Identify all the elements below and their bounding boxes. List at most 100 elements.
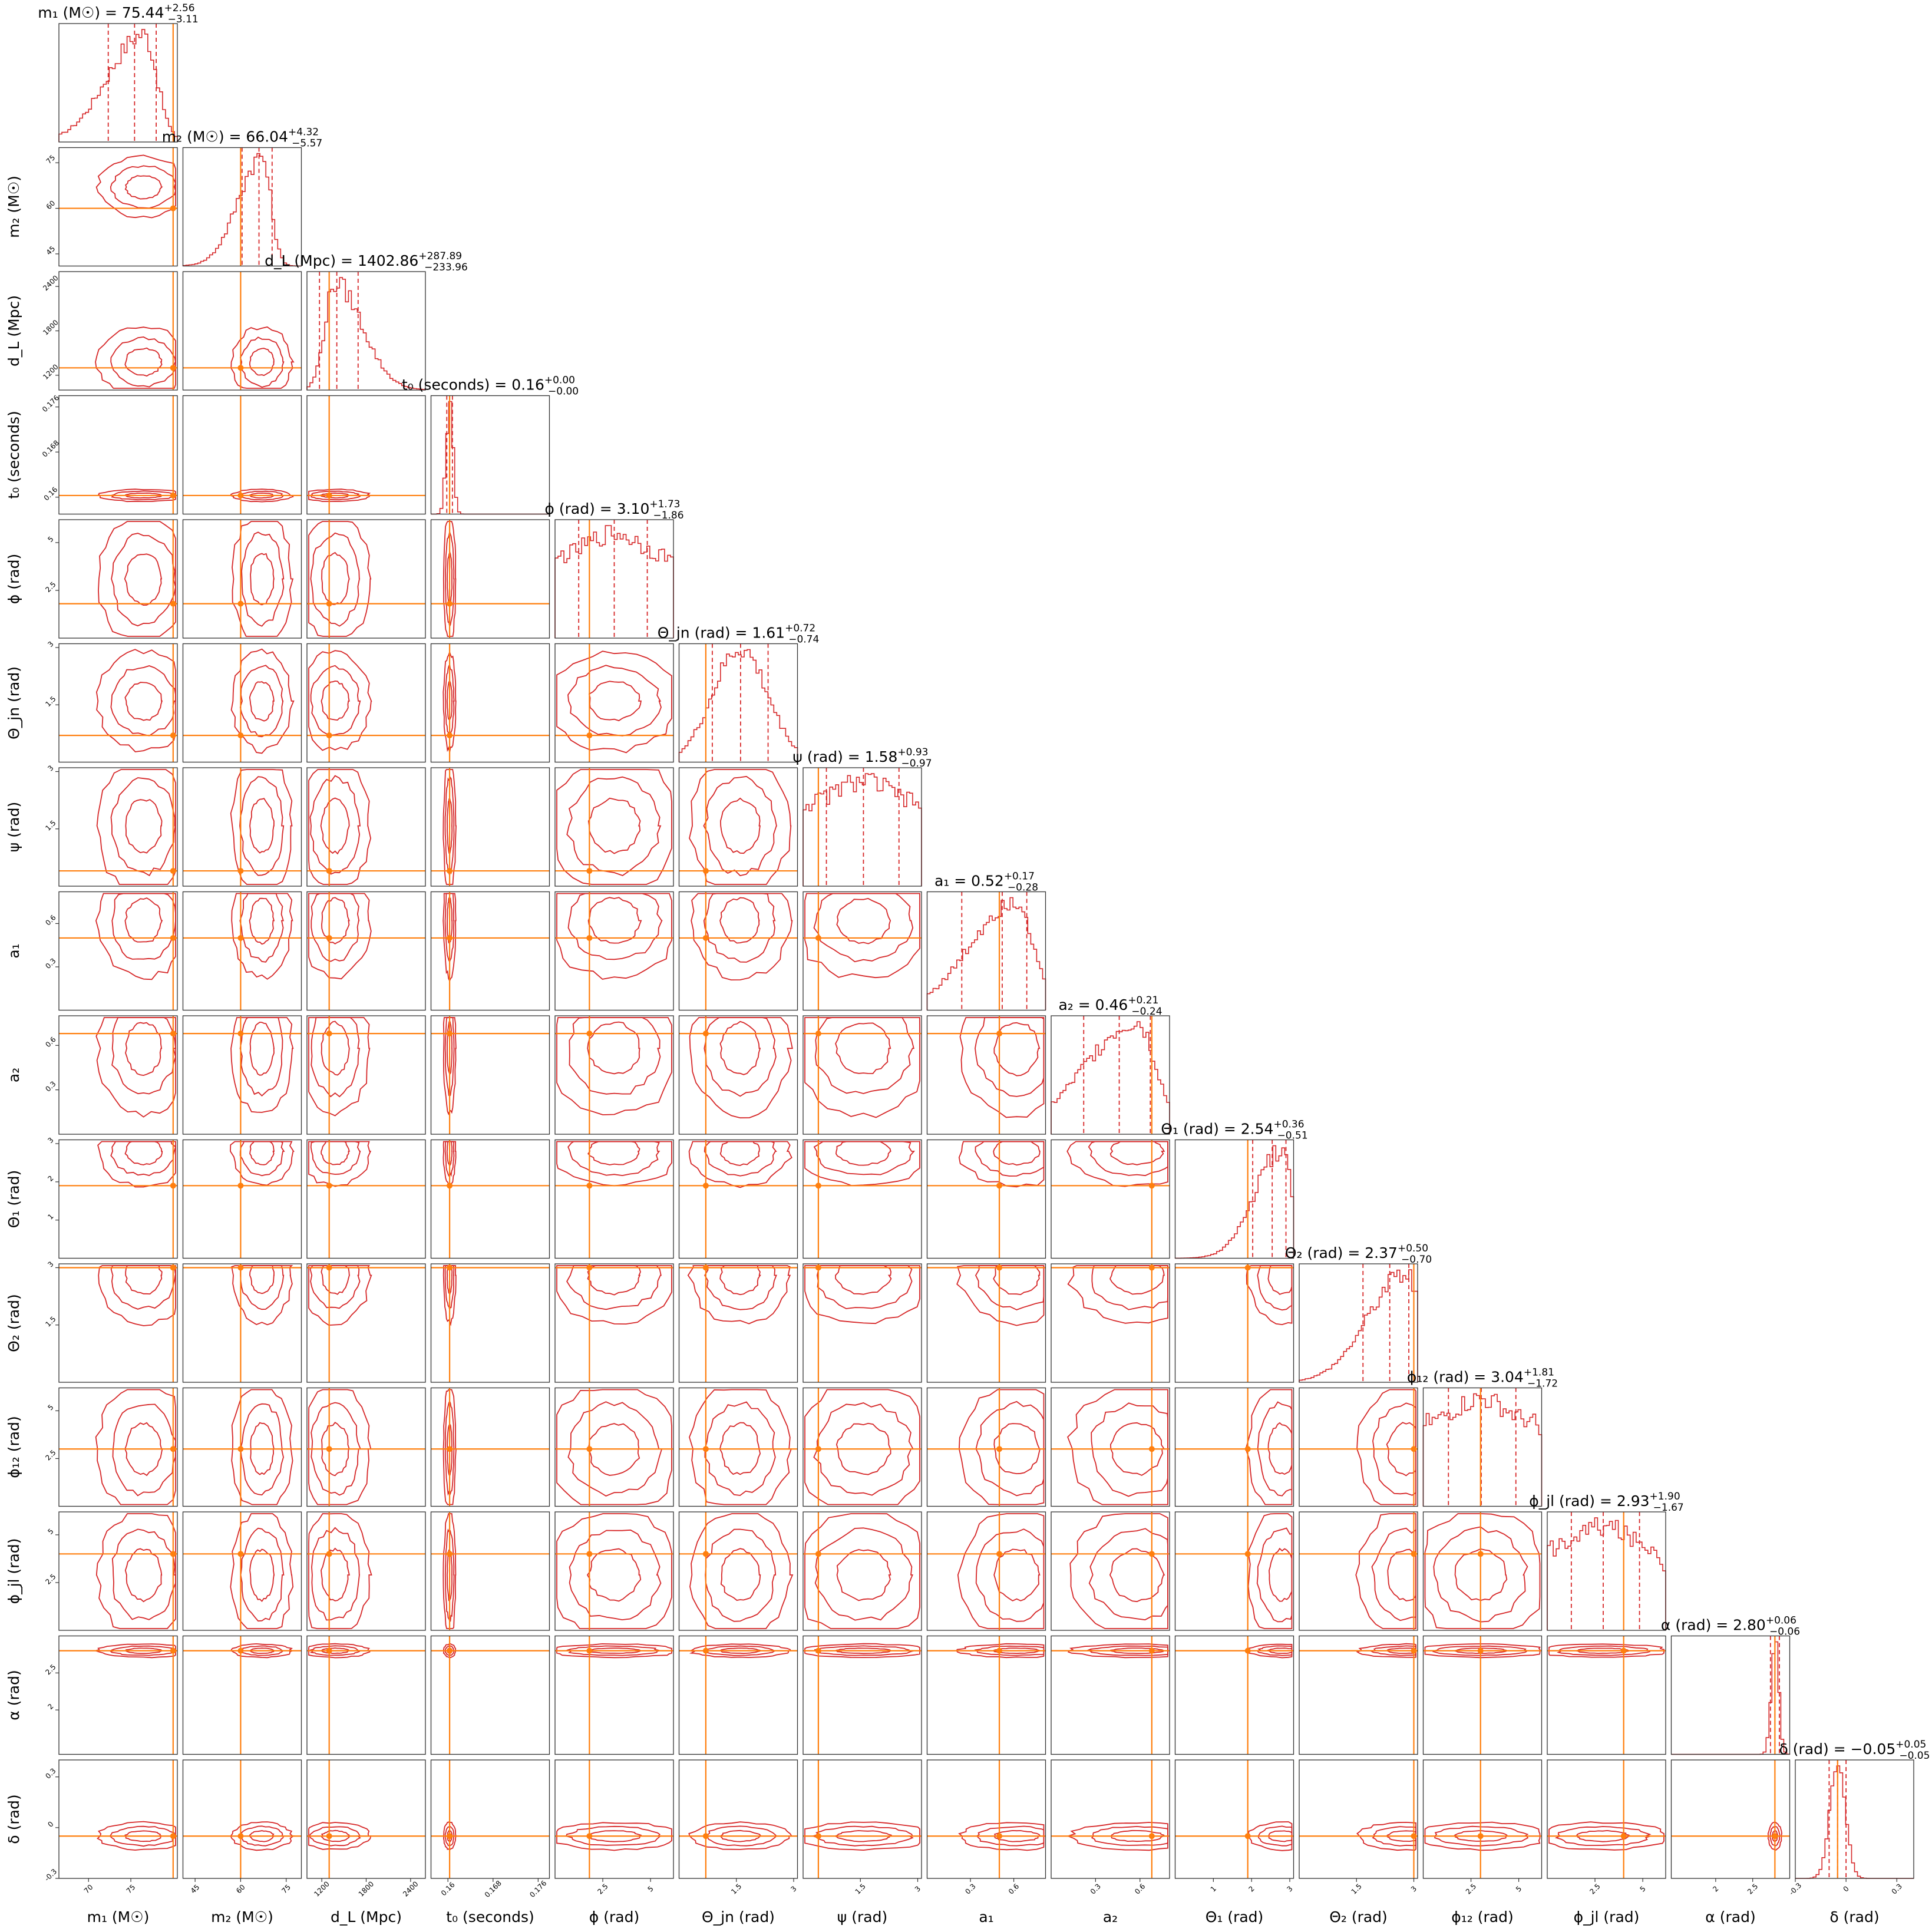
- title-median-psi: 1.58: [865, 748, 898, 765]
- contour-m1-theta2-1: [110, 1265, 177, 1310]
- title-lhs-phi12: ϕ₁₂ (rad) =: [1407, 1369, 1491, 1386]
- title-phi12: ϕ₁₂ (rad) = 3.04+1.81 −1.72: [1407, 1367, 1558, 1390]
- panel-m1-alpha: 22.5: [44, 1635, 178, 1755]
- contour-a1-a2-1: [975, 1017, 1045, 1097]
- title-median-delta: −0.05: [1851, 1741, 1896, 1758]
- truth-point-theta1-phi_jl: [1244, 1551, 1251, 1557]
- panel-theta_jn-phi12: [678, 1387, 798, 1507]
- panel-t0-t0: t₀ (seconds) = 0.16+0.00 −0.00: [402, 375, 579, 515]
- title-plus-theta2: +0.50: [1398, 1243, 1428, 1254]
- xtick-label-theta2-1: 3: [1409, 1884, 1418, 1893]
- title-plus-alpha: +0.06: [1766, 1615, 1796, 1627]
- contour-m1-m2-0: [124, 175, 163, 200]
- contour-phi-a1-2: [556, 893, 672, 980]
- contour-psi-phi_jl-2: [804, 1513, 920, 1629]
- ylabel-theta1: Θ₁ (rad): [5, 1170, 22, 1228]
- contour-dL-theta_jn-2: [308, 650, 372, 751]
- panel-dL-psi: [306, 767, 426, 887]
- contour-theta1-theta2-2: [1246, 1265, 1293, 1326]
- contour-m1-theta2-2: [98, 1265, 176, 1326]
- panel-t0-psi: [430, 767, 550, 887]
- title-plus-theta_jn: +0.72: [785, 623, 815, 635]
- contour-m1-m2-2: [95, 154, 176, 219]
- contour-m1-a2-2: [95, 1017, 176, 1118]
- panel-phi-delta: 2.5 5: [554, 1759, 674, 1896]
- contour-t0-phi_jl-2: [442, 1513, 457, 1629]
- panel-frame-phi_jl-phi_jl: [1547, 1511, 1666, 1631]
- truth-point-t0-phi: [447, 600, 453, 607]
- panel-m1-psi: 1.53: [44, 764, 178, 887]
- panel-frame-phi-theta1: [554, 1139, 674, 1259]
- contour-a2-phi12-1: [1091, 1402, 1168, 1497]
- contour-psi-a1-1: [813, 893, 914, 963]
- panel-frame-m2-phi: [182, 519, 302, 639]
- panel-theta1-theta1: Θ₁ (rad) = 2.54+0.36 −0.51: [1161, 1119, 1308, 1259]
- contour-m2-dL-0: [249, 348, 275, 377]
- contour-dL-delta-2: [308, 1822, 372, 1850]
- truth-point-theta_jn-theta1: [702, 1183, 709, 1189]
- contour-phi12-phi_jl-1: [1433, 1526, 1528, 1623]
- ylabel-theta_jn: Θ_jn (rad): [5, 666, 22, 739]
- truth-point-m1-psi: [170, 868, 176, 874]
- histogram-phi_jl: [1547, 1517, 1666, 1630]
- ytick-label-phi_jl-1: 5: [46, 1527, 55, 1536]
- title-phi_jl: ϕ_jl (rad) = 2.93+1.90 −1.67: [1529, 1491, 1684, 1514]
- truth-point-m1-a2: [170, 1031, 176, 1037]
- contour-t0-theta_jn-2: [442, 650, 457, 752]
- contour-t0-phi-2: [442, 521, 457, 637]
- title-minus-a1: −0.28: [1008, 882, 1038, 894]
- truth-point-t0-psi: [447, 868, 453, 874]
- contour-a1-theta1-0: [993, 1141, 1041, 1166]
- contour-m2-a2-1: [239, 1017, 283, 1097]
- truth-point-theta2-alpha: [1411, 1647, 1417, 1654]
- panel-frame-psi-psi: [802, 767, 922, 887]
- histogram-m2: [182, 153, 302, 267]
- panel-frame-a1-a2: [926, 1015, 1046, 1135]
- panel-frame-m2-theta_jn: [182, 643, 302, 763]
- panel-dL-phi12: [306, 1387, 426, 1507]
- truth-point-m1-a1: [170, 934, 176, 941]
- contour-theta1-theta2-1: [1257, 1265, 1293, 1311]
- panel-frame-dL-a1: [306, 891, 426, 1011]
- truth-point-theta2-phi_jl: [1411, 1551, 1417, 1557]
- panel-m2-t0: [182, 395, 302, 515]
- panel-phi-a2: [554, 1015, 674, 1135]
- contour-phi-theta_jn-2: [556, 650, 672, 754]
- contour-t0-a2-2: [442, 1017, 457, 1115]
- panel-theta_jn-theta1: [678, 1139, 798, 1259]
- ylabel-phi12: ϕ₁₂ (rad): [5, 1416, 22, 1478]
- contour-theta1-phi_jl-1: [1256, 1527, 1293, 1623]
- panel-frame-a2-a2: [1051, 1015, 1170, 1135]
- title-minus-delta: −0.05: [1899, 1750, 1930, 1762]
- histogram-psi: [802, 773, 922, 886]
- contour-t0-delta-2: [442, 1821, 457, 1851]
- title-lhs-phi: ϕ (rad) =: [544, 500, 616, 517]
- contour-psi-phi_jl-0: [836, 1549, 891, 1601]
- panel-frame-a1-alpha: [926, 1635, 1046, 1755]
- panel-a1-theta1: [926, 1139, 1046, 1259]
- xlabel-phi: ϕ (rad): [589, 1908, 639, 1926]
- contour-dL-theta_jn-0: [321, 680, 350, 721]
- ytick-label-m2-0: 45: [45, 245, 57, 257]
- panel-frame-m2-a1: [182, 891, 302, 1011]
- panel-m2-theta1: [182, 1139, 302, 1259]
- ylabel-phi: ϕ (rad): [5, 554, 22, 604]
- title-phi: ϕ (rad) = 3.10+1.73 −1.86: [544, 498, 683, 521]
- truth-point-t0-theta2: [447, 1264, 453, 1271]
- truth-point-psi-alpha: [815, 1647, 821, 1654]
- contour-theta_jn-phi_jl-1: [705, 1528, 777, 1622]
- panel-psi-a2: [802, 1015, 922, 1135]
- panel-m1-theta_jn: 1.53: [44, 640, 178, 763]
- panel-frame-theta2-phi12: [1299, 1387, 1418, 1507]
- panel-phi-phi12: [554, 1387, 674, 1507]
- contour-dL-psi-1: [309, 775, 361, 875]
- title-theta2: Θ₂ (rad) = 2.37+0.50 −0.70: [1285, 1243, 1432, 1266]
- contour-t0-theta1-2: [442, 1141, 457, 1186]
- histogram-delta: [1795, 1765, 1914, 1879]
- ytick-label-delta-0: -0.3: [43, 1867, 58, 1883]
- panel-frame-phi-phi: [554, 519, 674, 639]
- truth-point-theta_jn-phi12: [702, 1446, 709, 1452]
- contour-dL-phi-0: [321, 551, 350, 605]
- panel-frame-theta_jn-phi12: [678, 1387, 798, 1507]
- contour-m2-theta2-2: [231, 1265, 293, 1326]
